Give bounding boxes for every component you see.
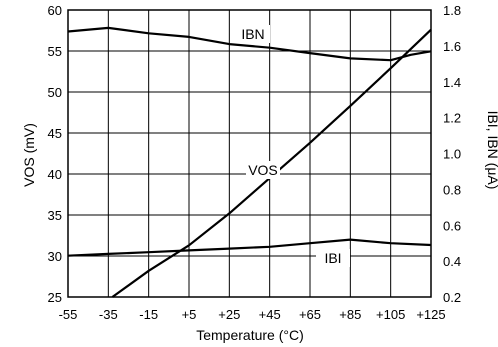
series-line-ibn (67, 26, 432, 62)
plot-frame (67, 9, 432, 298)
series-layer: IBN VOS IBI (67, 25, 432, 298)
y-left-tick-label: 25 (48, 290, 62, 305)
y-left-tick-label: 35 (48, 208, 62, 223)
y-right-tick-label: 0.4 (443, 254, 461, 269)
y-left-tick-label: 50 (48, 85, 62, 100)
y-right-tick-label: 1.4 (443, 75, 461, 90)
series-label-ibi: IBI (324, 250, 341, 266)
y-right-tick-label: 1.2 (443, 111, 461, 126)
x-tick-label: -55 (59, 307, 78, 322)
series-label-ibn: IBN (241, 26, 264, 42)
y-right-tick-label: 0.2 (443, 290, 461, 305)
series-label-bg-vos (246, 161, 280, 179)
x-tick-labels: -55 -35 -15 +5 +25 +45 +65 +85 +105 +125 (59, 307, 446, 322)
x-tick-label: +25 (218, 307, 240, 322)
y-right-tick-label: 0.8 (443, 182, 461, 197)
y-right-tick-label: 1.6 (443, 39, 461, 54)
series-label-bg-ibi (316, 249, 350, 267)
y-right-tick-label: 1.0 (443, 147, 461, 162)
plot-background (68, 10, 431, 297)
series-label-bg-ibn (236, 25, 270, 43)
series-line-ibi (67, 238, 432, 257)
y-right-tick-label: 0.6 (443, 218, 461, 233)
y-right-tick-labels: 0.2 0.4 0.6 0.8 1.0 1.2 1.4 1.6 1.8 (443, 3, 461, 305)
series-label-vos: VOS (248, 162, 278, 178)
x-axis-title: Temperature (°C) (196, 327, 304, 343)
x-tick-label: +5 (182, 307, 197, 322)
y-left-tick-label: 45 (48, 126, 62, 141)
y-left-tick-labels: 25 30 35 40 45 50 55 60 (48, 3, 62, 305)
x-tick-label: +85 (339, 307, 361, 322)
y-left-tick-label: 30 (48, 249, 62, 264)
x-tick-label: -35 (99, 307, 118, 322)
y-right-tick-label: 1.8 (443, 3, 461, 18)
y-left-axis-title: VOS (mV) (21, 123, 37, 187)
x-tick-label: +105 (376, 307, 405, 322)
x-tick-label: -15 (139, 307, 158, 322)
x-tick-label: +125 (416, 307, 445, 322)
y-left-tick-label: 40 (48, 167, 62, 182)
x-tick-label: +45 (259, 307, 281, 322)
y-right-axis-title: IBI, IBN (μA) (485, 111, 498, 190)
y-left-tick-label: 55 (48, 44, 62, 59)
y-left-tick-label: 60 (48, 3, 62, 18)
x-tick-label: +65 (299, 307, 321, 322)
